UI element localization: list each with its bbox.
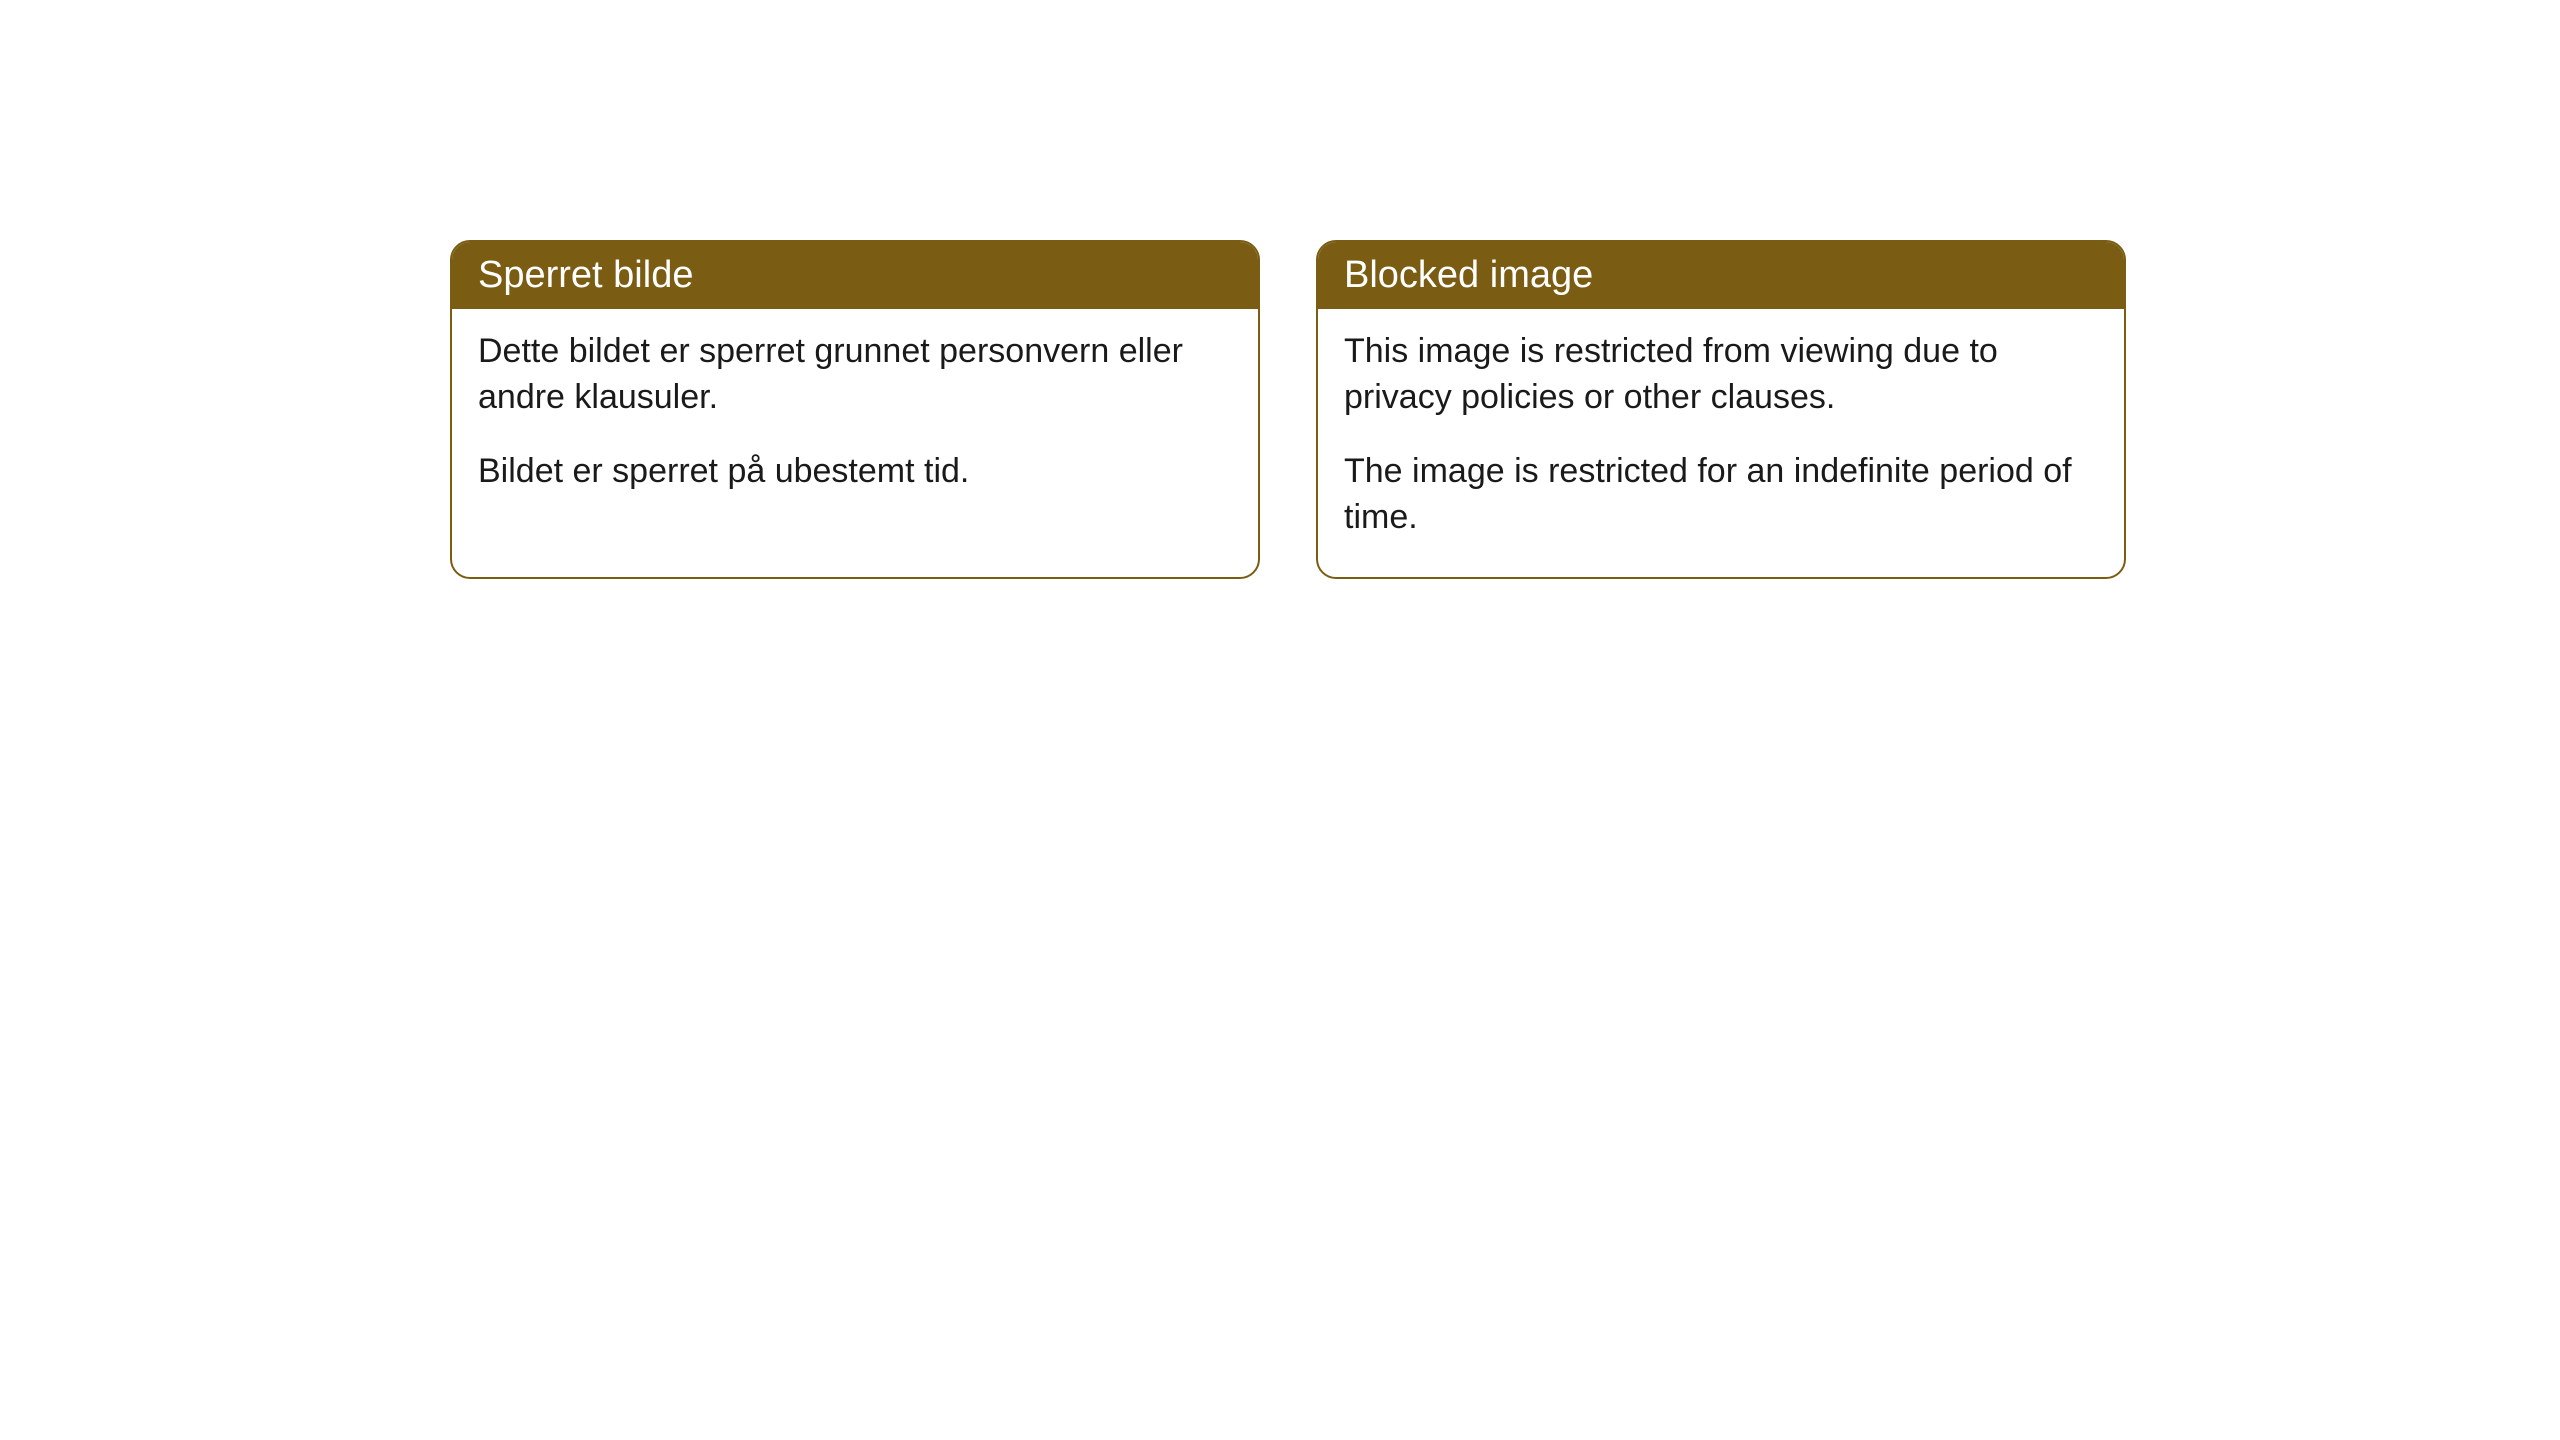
card-body: Dette bildet er sperret grunnet personve…	[452, 309, 1258, 531]
blocked-image-card-en: Blocked image This image is restricted f…	[1316, 240, 2126, 579]
card-paragraph: This image is restricted from viewing du…	[1344, 329, 2098, 421]
card-header: Sperret bilde	[452, 242, 1258, 309]
card-paragraph: The image is restricted for an indefinit…	[1344, 449, 2098, 541]
card-header: Blocked image	[1318, 242, 2124, 309]
card-paragraph: Bildet er sperret på ubestemt tid.	[478, 449, 1232, 495]
card-paragraph: Dette bildet er sperret grunnet personve…	[478, 329, 1232, 421]
notice-cards-container: Sperret bilde Dette bildet er sperret gr…	[450, 240, 2560, 579]
card-body: This image is restricted from viewing du…	[1318, 309, 2124, 577]
blocked-image-card-no: Sperret bilde Dette bildet er sperret gr…	[450, 240, 1260, 579]
